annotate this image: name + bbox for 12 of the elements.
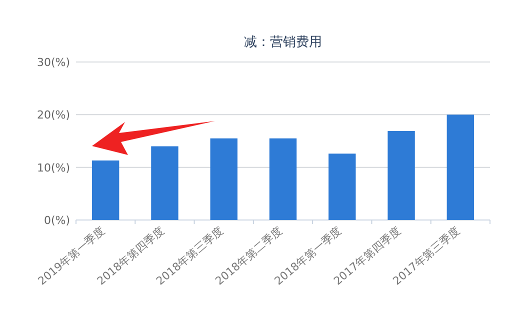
y-tick-label: 0(%): [44, 214, 70, 227]
y-tick-label: 30(%): [36, 56, 70, 69]
y-tick-label: 10(%): [36, 161, 70, 174]
y-tick-label: 20(%): [36, 108, 70, 122]
bar: [92, 160, 120, 220]
bar: [446, 114, 474, 220]
bar: [388, 130, 415, 220]
chart-title: 减：营销费用: [244, 35, 322, 50]
bar: [269, 138, 297, 220]
bar: [328, 154, 356, 220]
bar: [210, 138, 238, 220]
bar: [151, 146, 178, 220]
